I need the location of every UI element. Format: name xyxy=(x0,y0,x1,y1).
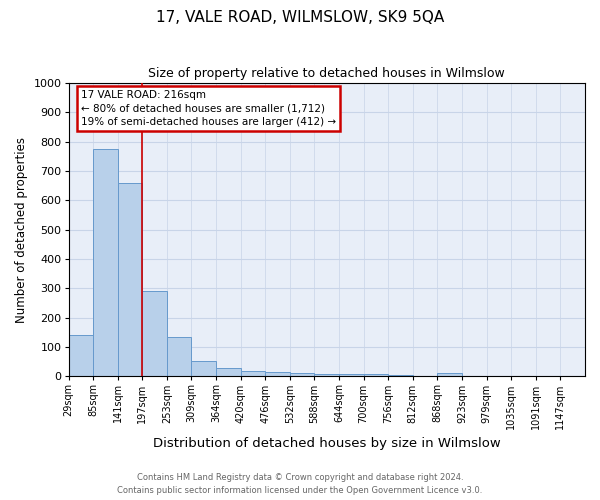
Text: 17 VALE ROAD: 216sqm
← 80% of detached houses are smaller (1,712)
19% of semi-de: 17 VALE ROAD: 216sqm ← 80% of detached h… xyxy=(81,90,336,127)
Bar xyxy=(265,372,290,376)
Bar xyxy=(167,337,191,376)
Bar xyxy=(388,374,413,376)
Bar xyxy=(437,373,462,376)
Bar xyxy=(314,374,339,376)
Bar xyxy=(118,183,142,376)
Text: Contains HM Land Registry data © Crown copyright and database right 2024.
Contai: Contains HM Land Registry data © Crown c… xyxy=(118,474,482,495)
Bar xyxy=(93,149,118,376)
Bar xyxy=(216,368,241,376)
Bar xyxy=(364,374,388,376)
Y-axis label: Number of detached properties: Number of detached properties xyxy=(15,136,28,322)
Bar xyxy=(191,361,216,376)
Title: Size of property relative to detached houses in Wilmslow: Size of property relative to detached ho… xyxy=(148,68,505,80)
Bar xyxy=(68,335,93,376)
Bar xyxy=(142,292,167,376)
Bar xyxy=(241,372,265,376)
X-axis label: Distribution of detached houses by size in Wilmslow: Distribution of detached houses by size … xyxy=(153,437,500,450)
Text: 17, VALE ROAD, WILMSLOW, SK9 5QA: 17, VALE ROAD, WILMSLOW, SK9 5QA xyxy=(156,10,444,25)
Bar xyxy=(339,374,364,376)
Bar xyxy=(290,374,314,376)
